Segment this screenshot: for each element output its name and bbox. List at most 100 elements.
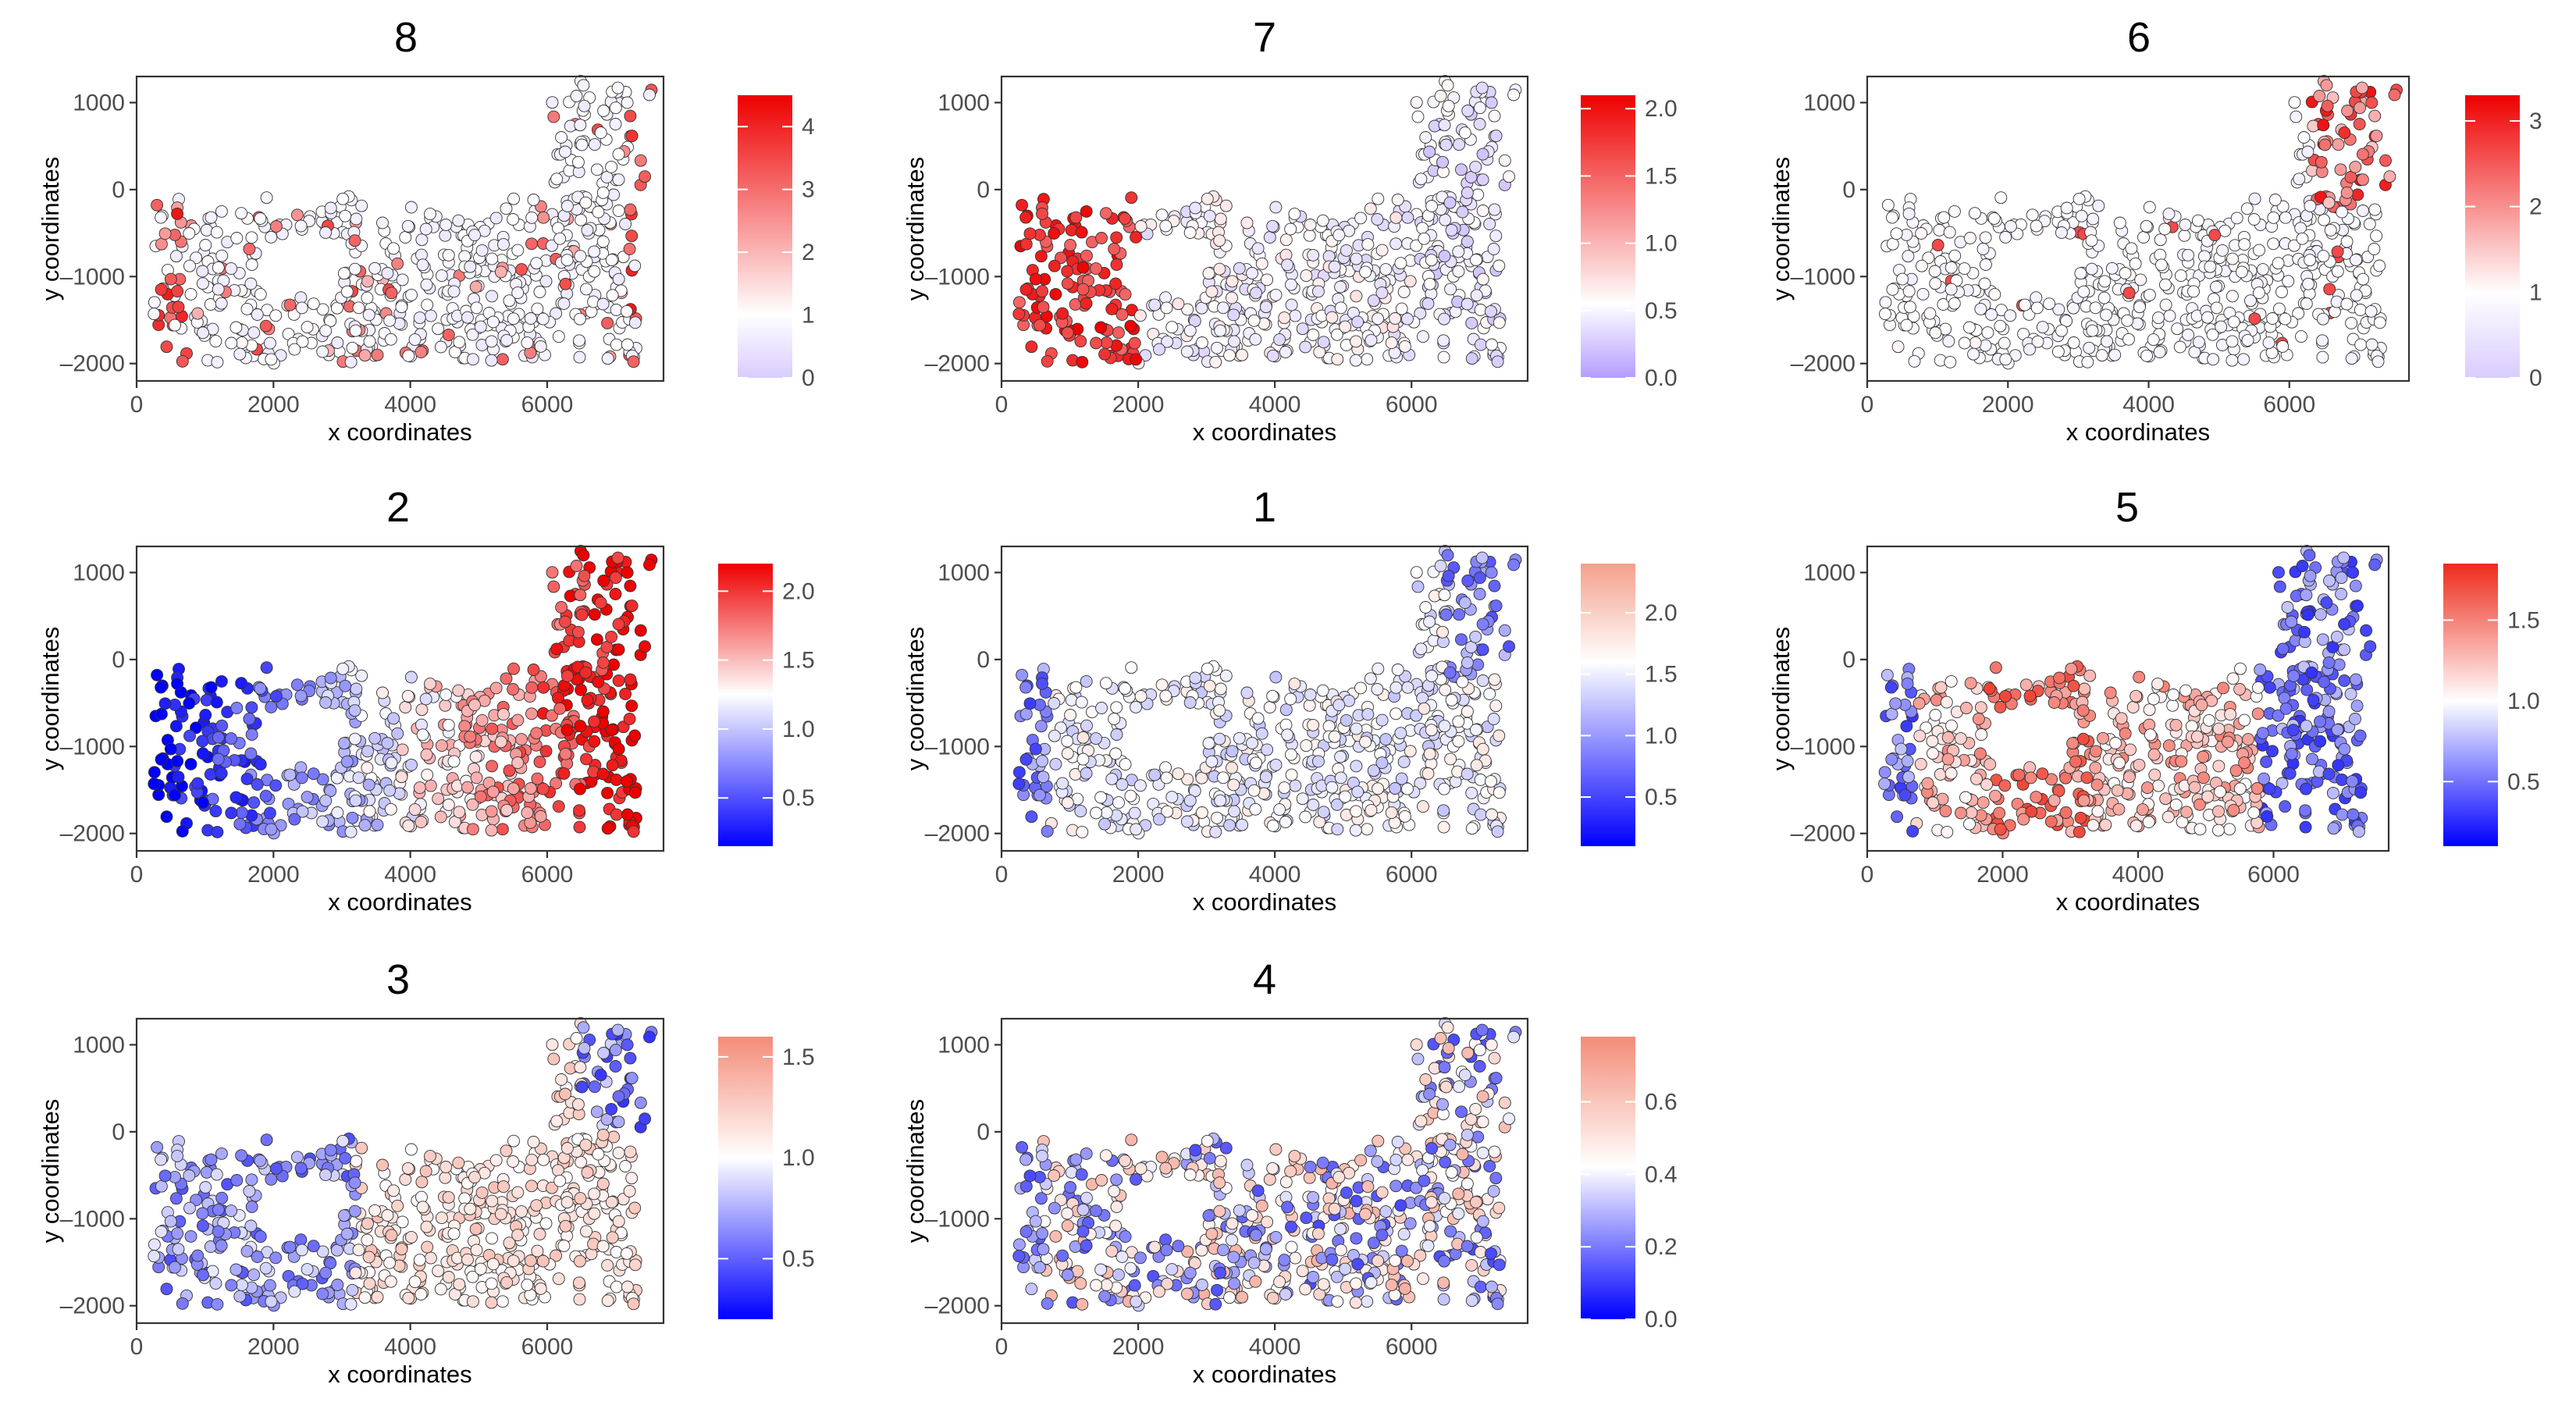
x-axis-label: x coordinates	[2056, 888, 2200, 916]
scatter-point	[2239, 714, 2250, 726]
scatter-point	[526, 1154, 538, 1165]
scatter-point	[2125, 744, 2137, 756]
scatter-point	[613, 1091, 624, 1102]
scatter-point	[148, 778, 160, 790]
scatter-point	[1080, 297, 1092, 309]
scatter-point	[432, 1265, 444, 1277]
scatter-point	[1474, 119, 1485, 130]
scatter-point	[1474, 572, 1485, 584]
scatter-point	[1096, 703, 1108, 714]
x-tick-label: 6000	[521, 392, 574, 418]
scatter-point	[2160, 299, 2172, 311]
scatter-point	[591, 1106, 603, 1118]
scatter-point	[469, 229, 481, 241]
scatter-point	[2323, 768, 2335, 780]
scatter-point	[1095, 792, 1107, 803]
scatter-point	[2314, 609, 2326, 621]
scatter-point	[1034, 789, 1046, 801]
scatter-point	[405, 201, 417, 213]
scatter-point	[1076, 226, 1087, 238]
scatter-point	[2133, 671, 2145, 683]
scatter-point	[1350, 336, 1362, 347]
scatter-point	[1895, 743, 1907, 755]
scatter-point	[1224, 820, 1236, 831]
scatter-point	[597, 1240, 609, 1252]
scatter-point	[575, 251, 586, 262]
scatter-point	[1134, 780, 1146, 792]
scatter-point	[454, 1279, 465, 1290]
scatter-point	[236, 1150, 247, 1162]
scatter-point	[1412, 581, 1424, 592]
scatter-point	[2172, 323, 2183, 335]
scatter-point	[1113, 797, 1125, 809]
scatter-point	[486, 354, 497, 366]
scatter-point	[607, 1232, 618, 1244]
scatter-point	[2225, 709, 2236, 721]
scatter-point	[148, 1239, 160, 1251]
scatter-point	[1476, 82, 1488, 94]
scatter-point	[558, 298, 570, 310]
scatter-point	[2239, 239, 2250, 251]
scatter-point	[531, 1200, 543, 1212]
scatter-point	[2163, 740, 2175, 752]
y-tick-label: 0	[977, 177, 990, 203]
scatter-point	[2026, 209, 2038, 221]
scatter-point	[169, 319, 181, 331]
scatter-point	[200, 240, 212, 251]
scatter-point	[1461, 768, 1473, 780]
scatter-point	[184, 260, 196, 272]
scatter-point	[1927, 797, 1939, 809]
scatter-point	[2347, 567, 2359, 578]
scatter-point	[1477, 273, 1489, 285]
scatter-point	[512, 757, 524, 769]
scatter-point	[1260, 771, 1272, 783]
scatter-point	[2282, 602, 2293, 614]
scatter-point	[1981, 779, 1993, 791]
colorbar-tick-label: 0	[2529, 365, 2542, 391]
scatter-point	[2289, 97, 2300, 109]
scatter-point	[369, 1204, 381, 1216]
scatter-point	[155, 753, 167, 765]
scatter-point	[1214, 235, 1226, 247]
scatter-point	[2143, 817, 2154, 828]
scatter-point	[2374, 260, 2386, 272]
scatter-point	[155, 708, 167, 720]
scatter-point	[602, 787, 614, 799]
scatter-point	[1362, 239, 1374, 251]
scatter-point	[528, 664, 539, 676]
scatter-point	[2114, 217, 2126, 229]
scatter-point	[487, 786, 499, 798]
scatter-point	[575, 684, 587, 696]
scatter-point	[2354, 304, 2366, 316]
scatter-point	[576, 609, 588, 621]
scatter-point	[1340, 791, 1351, 802]
scatter-point	[1399, 810, 1411, 822]
scatter-point	[295, 292, 307, 304]
scatter-point	[2176, 756, 2187, 767]
scatter-point	[551, 173, 563, 185]
scatter-point	[1229, 806, 1240, 817]
scatter-point	[1440, 139, 1452, 151]
scatter-point	[486, 336, 497, 347]
scatter-point	[353, 302, 365, 314]
scatter-point	[1184, 795, 1196, 806]
scatter-point	[1412, 111, 1424, 123]
scatter-point	[364, 1278, 375, 1290]
scatter-point	[155, 1226, 167, 1237]
scatter-point	[2277, 643, 2289, 655]
scatter-point	[2045, 816, 2057, 827]
scatter-point	[1279, 312, 1290, 324]
scatter-point	[606, 1103, 617, 1115]
scatter-point	[1106, 1245, 1118, 1257]
scatter-point	[248, 797, 260, 809]
scatter-point	[2296, 331, 2307, 343]
scatter-point	[1080, 205, 1092, 217]
scatter-point	[2336, 589, 2347, 600]
scatter-point	[607, 290, 618, 301]
scatter-point	[1318, 336, 1329, 348]
scatter-point	[1285, 223, 1297, 235]
scatter-point	[507, 1255, 519, 1267]
scatter-point	[402, 220, 414, 232]
scatter-point	[1418, 801, 1429, 813]
